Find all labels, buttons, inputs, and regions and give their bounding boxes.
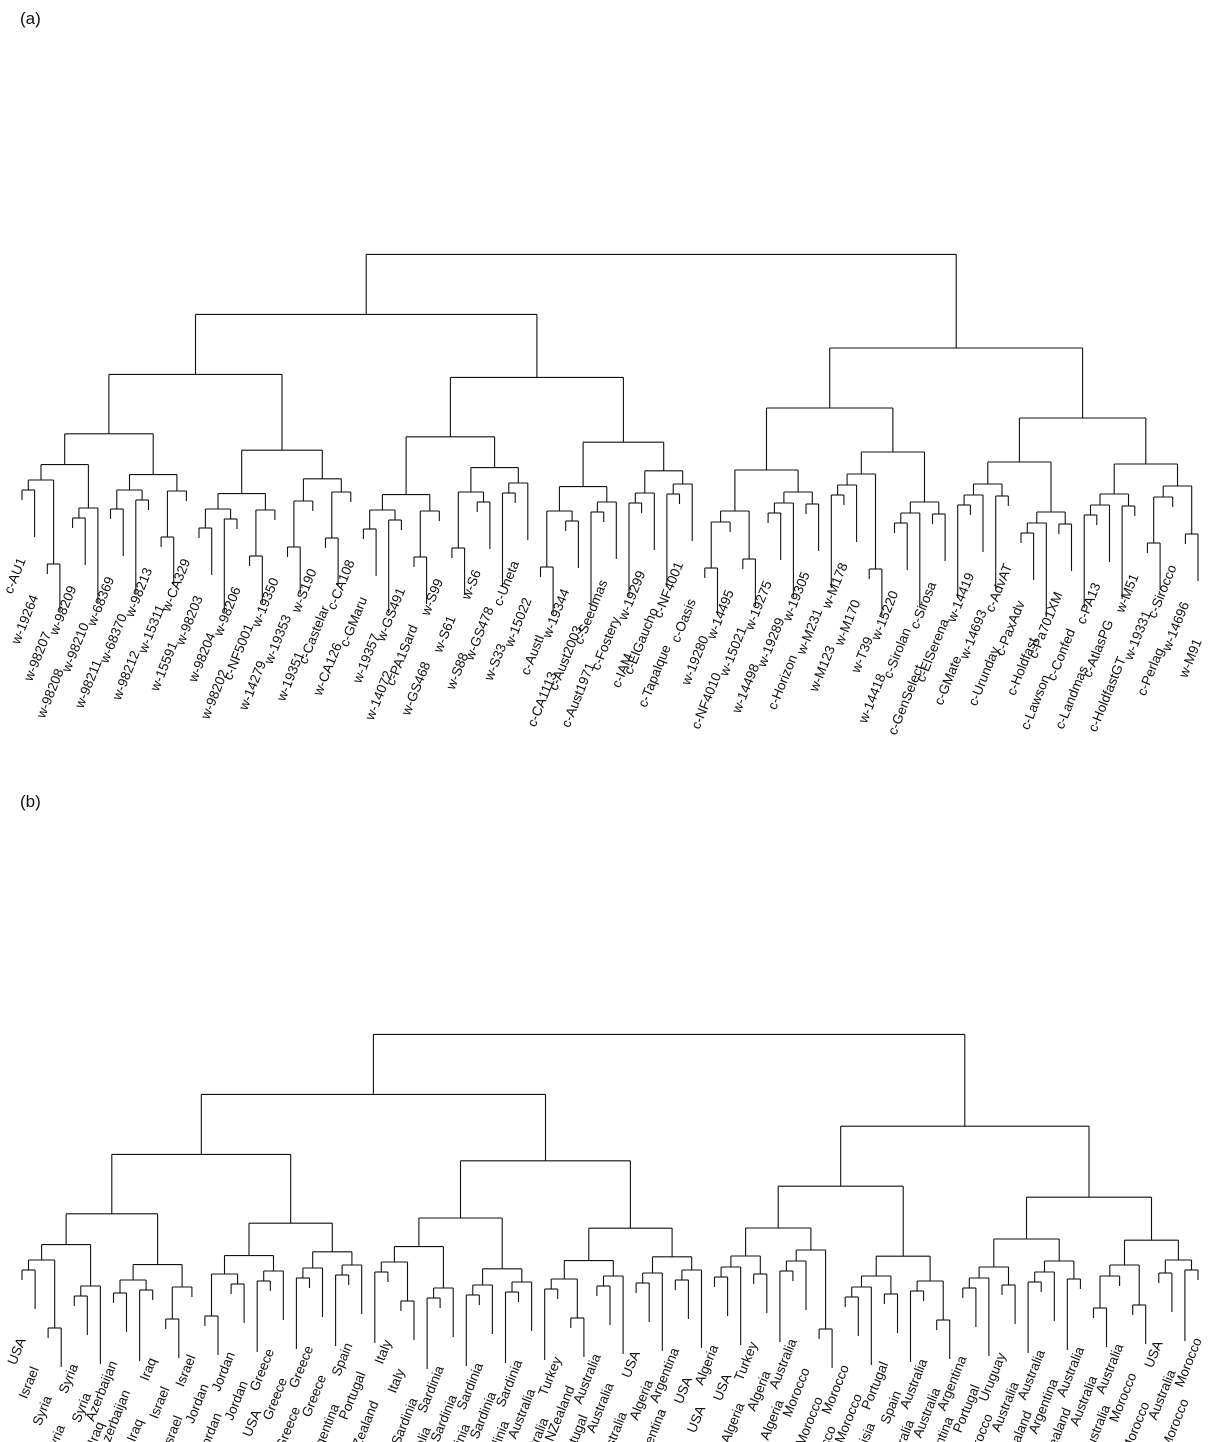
leaf-label: w-S61: [430, 614, 459, 656]
leaf-label: c-AU1: [1, 556, 29, 596]
leaf-label: Iraq: [124, 1417, 147, 1442]
leaf-label: Israel: [172, 1353, 198, 1389]
leaf-label: c-Uneta: [490, 558, 522, 608]
leaf-label: Iraq: [137, 1356, 160, 1383]
leaf-label: Spain: [329, 1341, 356, 1379]
leaf-label: Syria: [29, 1393, 55, 1428]
leaf-label: Israel: [16, 1365, 42, 1401]
leaf-label: w-S33: [481, 642, 510, 684]
leaf-label: w-S99: [417, 577, 446, 619]
leaf-label: w-M123: [806, 644, 838, 695]
leaf-label: c-PA13: [1073, 581, 1103, 627]
panel-a-dendrogram: [21, 253, 1199, 617]
leaf-label: Israel: [146, 1385, 172, 1421]
leaf-label: Israel: [159, 1414, 185, 1442]
leaf-label: Morocco: [1171, 1336, 1204, 1390]
leaf-label: Syria: [56, 1361, 82, 1396]
leaf-label: c-Oasis: [668, 596, 699, 644]
leaf-label: USA: [4, 1336, 28, 1367]
leaf-label: c-AustI: [518, 633, 548, 678]
leaf-label: w-T39: [848, 635, 876, 676]
leaf-label: w-14279: [235, 659, 269, 714]
leaf-label: w-98211: [71, 658, 104, 712]
leaf-label: w-S190: [288, 567, 319, 616]
leaf-label: Italy: [384, 1366, 407, 1395]
panel-b-label: (b): [20, 792, 41, 811]
leaf-label: Algeria: [718, 1400, 748, 1442]
panel-b-leaf-labels: USAIsraelSyriaSyriaSyriaSyriaIraqAzerbai…: [4, 1336, 1204, 1442]
panel-b-dendrogram: [21, 1033, 1199, 1369]
leaf-label: Syria: [43, 1422, 69, 1442]
panel-a-leaf-labels: c-AU1w-19264w-98207w-98208w-98209w-98210…: [1, 556, 1205, 738]
panel-a-label: (a): [20, 9, 41, 28]
leaf-label: w-M91: [1175, 637, 1204, 681]
leaf-label: w-M51: [1112, 572, 1141, 616]
leaf-label: USA: [684, 1404, 708, 1435]
leaf-label: Iraq: [85, 1420, 108, 1442]
leaf-label: c-Perlag: [1134, 646, 1167, 698]
leaf-label: c-GMate: [931, 654, 964, 708]
leaf-label: w-S6: [458, 568, 484, 603]
leaf-label: USA: [1141, 1339, 1165, 1370]
leaf-label: USA: [619, 1349, 643, 1380]
leaf-label: w-14418: [855, 672, 889, 727]
